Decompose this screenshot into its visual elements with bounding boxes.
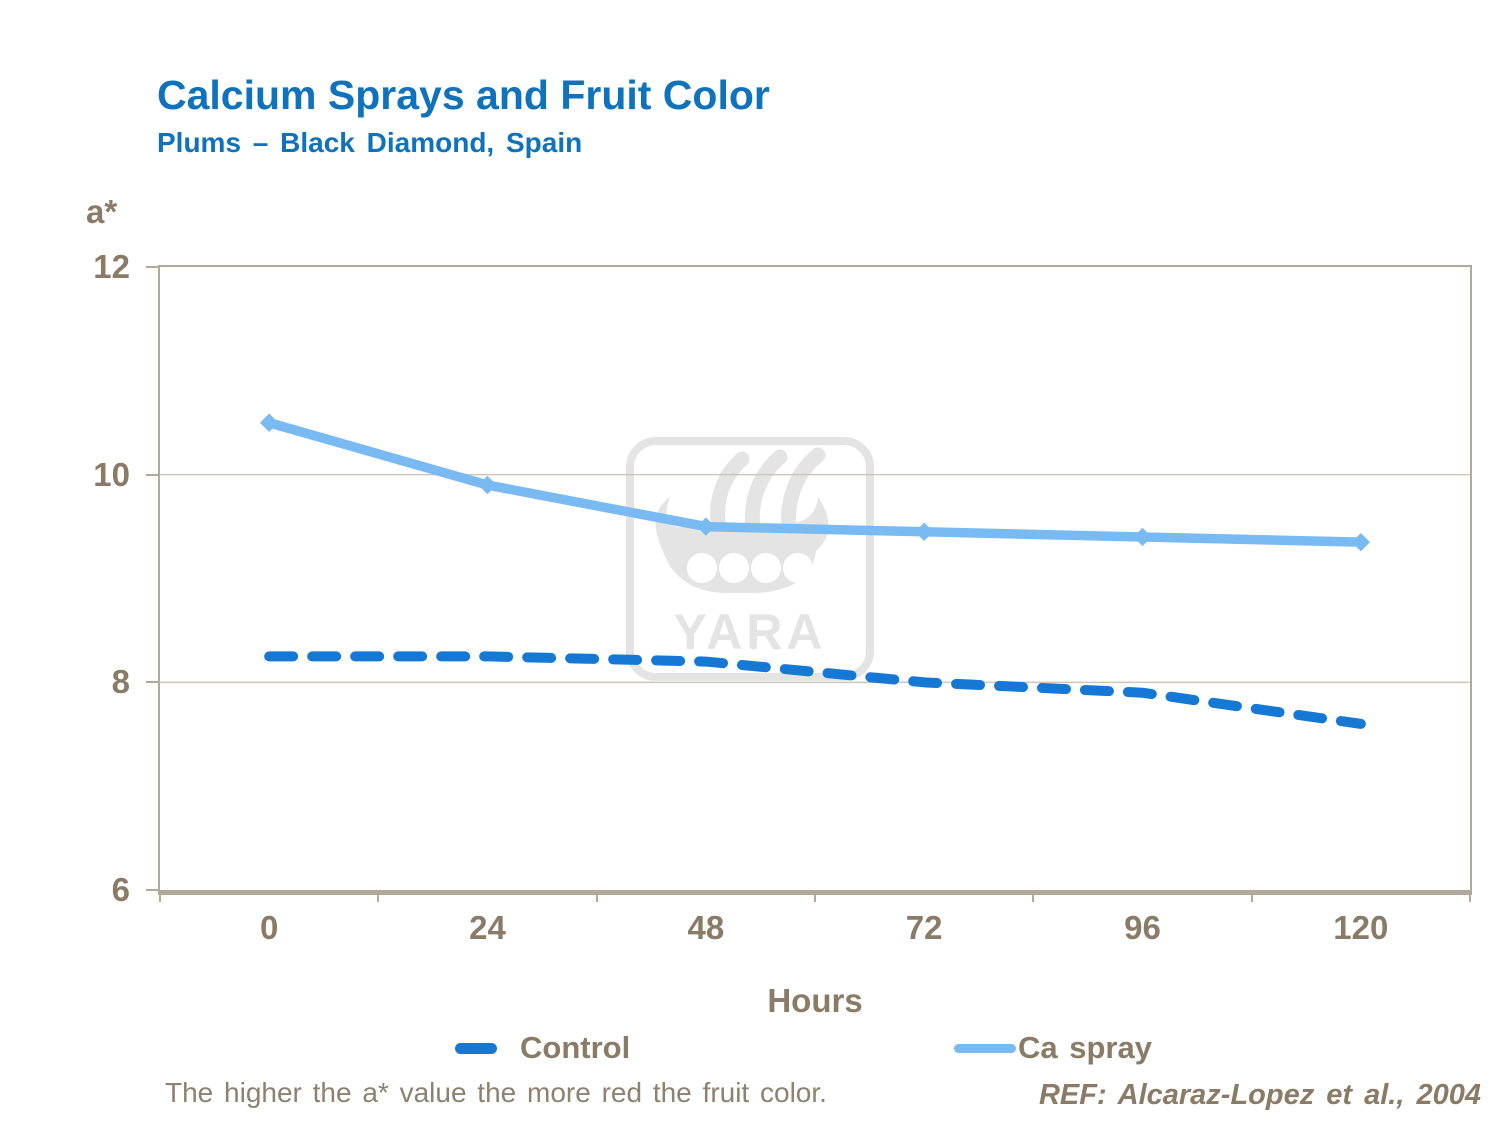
y-tick-mark [146, 681, 158, 684]
legend-label-ca-spray: Ca spray [1018, 1030, 1152, 1065]
chart-subtitle: Plums – Black Diamond, Spain [157, 127, 583, 158]
x-tick-label: 0 [259, 909, 279, 946]
x-tick-label: 24 [469, 909, 506, 946]
reference-citation: REF: Alcaraz-Lopez et al., 2004 [1038, 1079, 1481, 1111]
y-axis-label: a* [86, 193, 118, 230]
x-tick-mark [377, 890, 380, 902]
x-tick-mark [1032, 890, 1035, 902]
x-tick-mark [159, 890, 161, 902]
y-tick-mark [146, 266, 158, 268]
legend-label-control: Control [520, 1030, 631, 1065]
legend-item-ca-spray: Ca spray [954, 1026, 1152, 1070]
series-line-ca-spray [264, 418, 1366, 547]
x-tick-label: 72 [905, 909, 943, 946]
legend-item-control: Control [455, 1026, 630, 1070]
control-dashed-line-sample [455, 1042, 497, 1054]
y-tick-label: 6 [111, 871, 130, 908]
chart-canvas: YARA [160, 413, 1470, 729]
x-tick-label: 120 [1333, 909, 1389, 946]
x-tick-label: 96 [1124, 909, 1161, 946]
x-tick-label: 48 [687, 909, 725, 946]
footnote: The higher the a* value the more red the… [165, 1077, 827, 1108]
y-tick-label: 8 [111, 663, 130, 701]
x-tick-mark [1469, 890, 1471, 902]
watermark-wordmark: YARA [673, 604, 826, 660]
data-point-marker [1133, 527, 1152, 547]
data-point-marker [914, 522, 934, 541]
yara-watermark-logo: YARA [626, 437, 874, 681]
x-tick-mark [814, 890, 816, 902]
chart-title: Calcium Sprays and Fruit Color [157, 72, 770, 118]
series-line-control [264, 651, 1366, 729]
viking-ship-icon [655, 447, 829, 593]
plot-area: YARA [158, 265, 1472, 895]
watermark-frame [626, 437, 874, 681]
y-tick-label: 12 [93, 248, 130, 285]
x-tick-mark [1250, 890, 1253, 902]
legend: Control Ca spray [0, 1026, 1501, 1070]
data-point-marker [1351, 532, 1371, 552]
gridlines [160, 473, 1470, 684]
x-tick-mark [595, 890, 598, 902]
y-tick-mark [146, 889, 158, 891]
y-tick-mark [146, 473, 158, 476]
y-tick-label: 10 [93, 455, 130, 493]
x-axis-title: Hours [767, 982, 863, 1019]
ca-spray-line-sample [954, 1043, 1016, 1053]
